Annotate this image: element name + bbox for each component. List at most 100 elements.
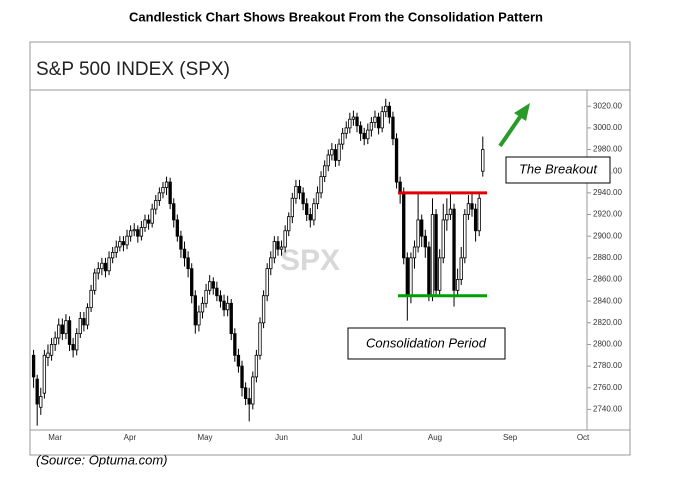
y-tick-label: 2840.00: [593, 296, 622, 305]
candle-body: [57, 324, 61, 339]
candle-body: [455, 279, 460, 291]
chart-frame: [29, 41, 631, 456]
y-tick-label: 2740.00: [593, 405, 622, 414]
candle-body: [405, 257, 409, 297]
candle-body: [265, 268, 269, 297]
candle-body: [355, 116, 359, 127]
arrow-shaft: [498, 112, 524, 148]
candle-body: [427, 246, 431, 297]
candle-body: [225, 302, 230, 311]
candle-body: [110, 252, 115, 259]
candle-body: [93, 272, 97, 291]
candle-body: [369, 122, 374, 131]
candle-body: [139, 227, 144, 237]
candle-body: [125, 235, 129, 246]
candle-body: [46, 352, 50, 358]
candle-body: [312, 203, 316, 221]
annotation-box: [347, 327, 506, 360]
candle-body: [78, 318, 82, 335]
annotation-box: [505, 156, 611, 184]
candle-body: [305, 203, 309, 215]
candle-body: [132, 229, 136, 232]
annotation: Consolidation Period: [366, 335, 487, 350]
candle-body: [340, 132, 345, 145]
candle-body: [384, 105, 388, 113]
candle-body: [459, 257, 463, 280]
x-tick-label: Jul: [352, 433, 362, 442]
candle-body: [35, 378, 39, 405]
candle-body: [157, 192, 162, 201]
candle-body: [294, 185, 298, 199]
x-tick-label: Sep: [503, 433, 518, 442]
candle-body: [290, 197, 294, 218]
candle-body: [452, 208, 456, 291]
candle-body: [89, 289, 93, 309]
candle-body: [323, 165, 327, 178]
y-tick-label: 2760.00: [593, 383, 622, 392]
candle-body: [258, 322, 262, 356]
watermark: SPX: [280, 244, 340, 277]
candle-body: [362, 132, 366, 140]
candle-body: [236, 354, 241, 367]
candle-body: [301, 192, 305, 205]
candle-body: [215, 287, 219, 297]
candle-body: [351, 116, 356, 120]
candle-body: [82, 318, 86, 326]
candle-body: [473, 208, 478, 232]
y-tick-label: 2860.00: [593, 275, 622, 284]
candle-body: [154, 200, 158, 210]
candle-body: [200, 302, 205, 313]
candle-body: [416, 219, 420, 248]
candle-body: [204, 289, 208, 304]
candle-body: [49, 344, 54, 356]
candle-body: [240, 365, 244, 389]
x-tick-label: Oct: [577, 433, 590, 442]
candle-body: [366, 129, 370, 140]
candle-body: [333, 149, 338, 161]
candle-body: [477, 197, 481, 232]
candle-body: [251, 376, 255, 405]
candle-body: [481, 149, 485, 172]
candle-body: [463, 214, 467, 259]
candle-body: [233, 333, 237, 356]
candle-body: [136, 229, 140, 237]
x-tick-label: Apr: [124, 433, 137, 442]
candle-body: [420, 219, 424, 237]
candle-body: [222, 300, 226, 311]
candle-body: [276, 241, 280, 250]
candle-body: [121, 241, 126, 246]
x-tick-label: Mar: [48, 433, 62, 442]
candle-body: [448, 208, 453, 215]
candle-body: [208, 281, 212, 291]
candle-body: [103, 262, 108, 272]
candle-body: [434, 214, 438, 291]
candle-body: [380, 111, 384, 129]
candle-body: [394, 138, 399, 183]
y-tick-label: 2880.00: [593, 253, 622, 262]
candle-body: [466, 203, 471, 215]
candle-body: [412, 246, 417, 259]
candle-body: [330, 149, 334, 156]
candle-body: [211, 281, 215, 289]
candle-body: [42, 354, 47, 394]
candle-body: [39, 396, 43, 408]
x-tick-label: May: [197, 433, 212, 442]
y-tick-label: 2940.00: [593, 188, 622, 197]
candle-body: [391, 116, 395, 140]
candle-body: [67, 320, 72, 345]
candle-body: [229, 302, 233, 335]
candle-body: [441, 219, 445, 259]
candle-body: [269, 257, 273, 270]
candle-body: [254, 354, 259, 378]
y-tick-label: 2980.00: [593, 145, 622, 154]
candle-body: [279, 246, 284, 250]
candle-body: [168, 181, 172, 205]
candle-body: [283, 230, 287, 248]
candle-body: [179, 235, 183, 250]
candle-body: [190, 268, 194, 297]
candle-body: [143, 219, 147, 228]
candle-body: [172, 203, 176, 221]
y-tick-label: 2920.00: [593, 210, 622, 219]
